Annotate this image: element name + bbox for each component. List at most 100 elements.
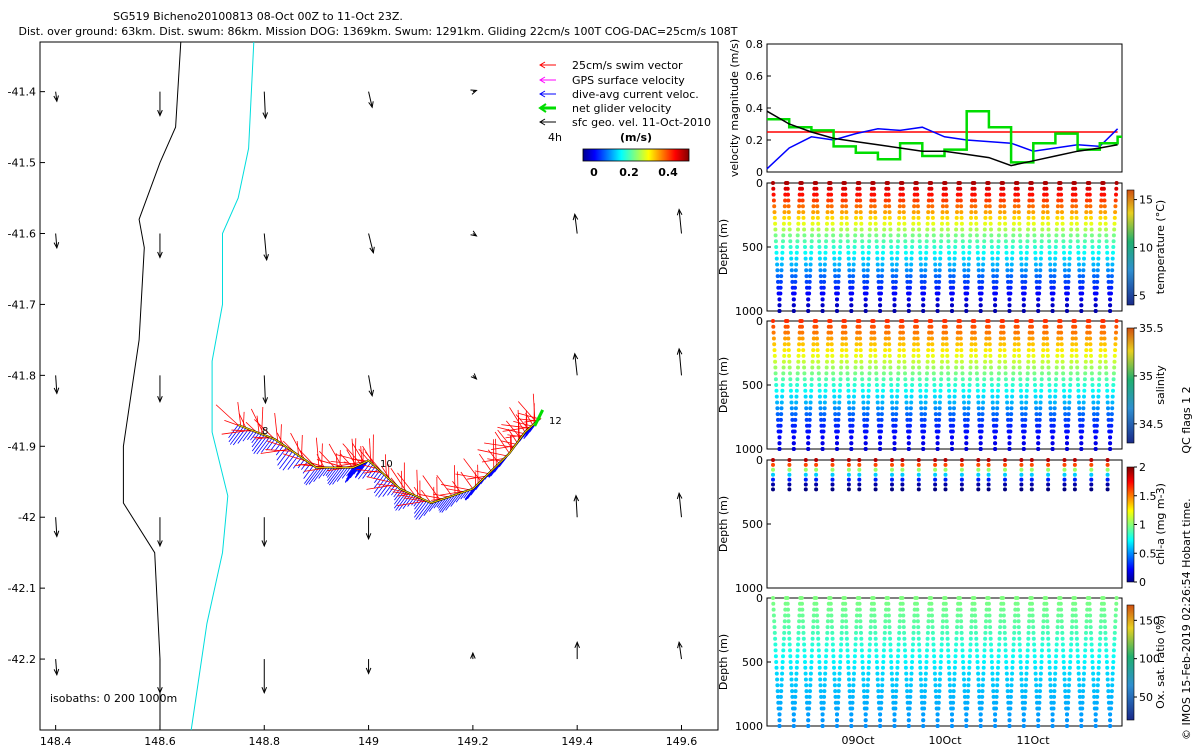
section-point [1012,630,1017,635]
section-point [1105,467,1110,472]
section-point [1089,462,1094,467]
section-point [837,262,842,267]
section-point [859,365,864,370]
section-point [1112,221,1117,226]
section-point [900,472,905,477]
track-point-label: 10 [380,459,393,470]
section-point [800,601,804,606]
section-point [800,198,805,203]
section-point [808,683,813,688]
section-point [873,348,878,353]
section-point [1016,625,1021,630]
section-point [1091,677,1096,682]
section-point [826,198,831,203]
section-point [916,462,921,467]
section-point [1080,694,1085,699]
section-point [847,268,852,273]
section-point [844,221,849,226]
section-point [959,487,964,492]
section-point [1023,417,1028,422]
section-point [1029,462,1034,467]
section-point [1098,210,1103,215]
section-point [837,250,842,255]
section-point [965,291,970,296]
section-point [845,642,850,647]
dive-current-vector [318,467,328,479]
section-point [959,359,964,364]
section-point [1058,601,1063,606]
section-point [1019,467,1024,472]
section-point [863,724,868,728]
section-point [843,198,848,203]
section-point [958,192,963,197]
section-point [1105,458,1110,462]
section-point [955,210,959,215]
section-point [789,256,794,261]
section-point [929,330,934,335]
section-point [1113,625,1118,630]
section-point [889,245,894,249]
section-point [831,371,836,376]
depth-tick-label: 0 [756,592,763,605]
section-point [954,636,959,641]
section-point [996,660,1001,664]
section-point [988,636,993,641]
section-point [881,648,886,653]
section-point [832,677,837,682]
section-point [803,665,808,670]
section-point [1072,487,1077,492]
section-point [1068,383,1073,387]
section-point [1082,660,1087,664]
dive-current-vector [439,495,453,513]
section-point [832,400,837,405]
section-point [1105,472,1110,477]
section-point [1034,417,1039,422]
section-point [1103,221,1108,226]
depth-tick-label: 500 [742,241,763,254]
section-point [1087,186,1092,191]
section-point [791,297,796,302]
section-point [844,215,849,220]
dive-current-vector [370,468,378,478]
section-point [881,233,886,238]
section-point [833,412,838,417]
section-point [1111,660,1116,664]
section-point [896,227,901,232]
section-point [1089,636,1094,641]
section-point [994,694,999,699]
section-point [1090,383,1095,387]
section-point [982,227,987,232]
section-point [879,694,884,699]
section-point [951,694,956,699]
section-point [859,215,863,220]
section-point [1068,654,1073,659]
current-vector [55,233,58,248]
dive-current-vector [276,447,287,461]
section-point [818,268,823,273]
section-point [881,377,886,382]
section-point [946,654,951,659]
section-point [1104,371,1109,376]
section-point [905,412,910,417]
swim-vector [495,438,497,467]
dive-current-vector [313,467,325,482]
section-point [867,660,871,664]
section-point [980,689,985,694]
section-point [851,400,856,405]
section-point [865,279,870,284]
section-point [1095,279,1100,284]
section-point [815,210,820,215]
section-point [1095,694,1100,699]
section-point [1083,227,1088,232]
section-point [808,394,813,399]
section-point [1079,447,1084,451]
section-point [1091,400,1096,405]
current-vector-head [53,530,60,538]
section-point [844,359,849,364]
section-point [779,677,784,682]
section-point [773,648,778,653]
section-point [1077,268,1082,273]
section-point [1007,441,1012,446]
section-point [808,412,812,417]
section-point [1056,198,1061,203]
